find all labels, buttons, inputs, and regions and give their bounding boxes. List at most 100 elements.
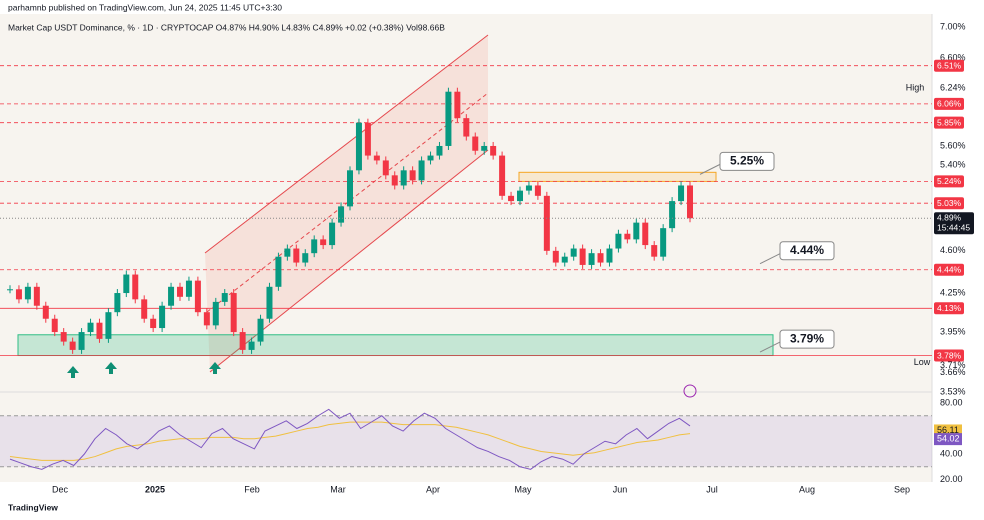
candle	[687, 185, 693, 219]
candle	[168, 286, 175, 306]
candle	[275, 256, 282, 287]
candle	[15, 289, 22, 300]
candle	[382, 160, 389, 176]
callout-box	[779, 241, 835, 261]
x-tick-label: Jul	[706, 484, 718, 494]
candle	[177, 286, 183, 297]
candle	[7, 289, 13, 291]
candle	[33, 286, 40, 306]
rsi-tag	[934, 433, 962, 446]
candle	[248, 341, 255, 350]
symbol-info: Market Cap USDT Dominance, % · 1D · CRYP…	[8, 22, 445, 32]
arrows	[67, 362, 221, 378]
alert-icon[interactable]	[683, 384, 697, 398]
candle	[373, 155, 380, 161]
candle	[642, 222, 649, 246]
level-tag	[934, 175, 964, 188]
y-tick-label: 4.60%	[940, 245, 966, 255]
candle	[194, 280, 201, 313]
candle	[561, 256, 568, 263]
level-label: 5.03%	[937, 198, 962, 208]
zone	[17, 334, 774, 357]
candle	[338, 206, 345, 223]
callout-label: 4.44%	[790, 243, 824, 257]
plot-area	[0, 14, 932, 482]
candle	[105, 312, 112, 339]
candle	[436, 145, 443, 156]
callout-label: 3.79%	[790, 331, 824, 345]
level-label: 4.13%	[937, 303, 962, 313]
current-label: 4.89%	[937, 212, 962, 222]
candle	[212, 301, 219, 326]
candle	[660, 228, 667, 257]
candle	[624, 233, 631, 240]
rsi-tag-label: 54.02	[937, 433, 960, 443]
candle	[597, 253, 604, 263]
candle	[185, 280, 192, 297]
y-tick-label: 6.60%	[940, 53, 966, 63]
candle	[364, 122, 371, 156]
candle	[284, 248, 291, 257]
zone	[518, 171, 717, 182]
candle	[409, 170, 416, 181]
rsi-tag-label: 56.11	[937, 425, 959, 435]
level-tag	[934, 116, 964, 129]
candle	[150, 318, 157, 329]
candle	[606, 248, 613, 263]
candle	[391, 175, 398, 186]
candle	[69, 341, 76, 350]
candle	[579, 248, 586, 265]
rsi-line	[9, 408, 691, 470]
x-tick-label: May	[514, 484, 532, 494]
level-tag	[934, 97, 964, 110]
candle	[454, 91, 461, 119]
x-tick-label: Feb	[244, 484, 260, 494]
x-tick-label: Dec	[52, 484, 69, 494]
y-tick-label: 6.24%	[940, 83, 966, 93]
x-tick-label: Jun	[613, 484, 628, 494]
level-label: 3.78%	[937, 350, 962, 360]
callout-box	[719, 151, 775, 171]
candle	[257, 318, 264, 342]
footer-logo: TradingView	[8, 502, 58, 512]
candle	[445, 91, 452, 146]
y-tick-label: 7.00%	[940, 21, 966, 31]
candle	[96, 322, 103, 339]
high-label: High	[906, 83, 925, 93]
callout-pointer	[699, 163, 721, 175]
candle	[490, 145, 497, 156]
y-tick-label: 4.25%	[940, 287, 966, 297]
candle	[633, 222, 640, 240]
rsi-tick-label: 20.00	[940, 474, 963, 484]
level-label: 6.51%	[937, 60, 962, 70]
publisher: parhamnb published on TradingView.com, J…	[8, 2, 282, 12]
level-label: 6.06%	[937, 99, 962, 109]
candle	[400, 170, 407, 186]
candle	[329, 222, 336, 246]
level-label: 5.24%	[937, 176, 962, 186]
candle	[615, 233, 622, 249]
low-label: Low	[914, 357, 931, 367]
x-tick-label: Aug	[799, 484, 815, 494]
candle	[320, 239, 327, 246]
callout-pointer	[759, 253, 781, 265]
current-tag	[934, 212, 974, 235]
countdown: 15:44:45	[937, 222, 970, 232]
x-tick-label: Apr	[426, 484, 440, 494]
candle	[481, 145, 488, 151]
channel-upper	[204, 34, 489, 254]
candle	[302, 253, 309, 263]
level-tag	[934, 59, 964, 72]
level-tag	[934, 302, 964, 315]
candle	[588, 253, 595, 265]
candle	[60, 332, 67, 342]
candle	[570, 248, 577, 257]
candle	[463, 118, 470, 137]
candle	[132, 274, 139, 300]
candle	[517, 190, 523, 202]
y-tick-label: 5.40%	[940, 160, 966, 170]
candle	[525, 185, 532, 191]
level-tag	[934, 197, 964, 210]
candle	[24, 286, 31, 300]
